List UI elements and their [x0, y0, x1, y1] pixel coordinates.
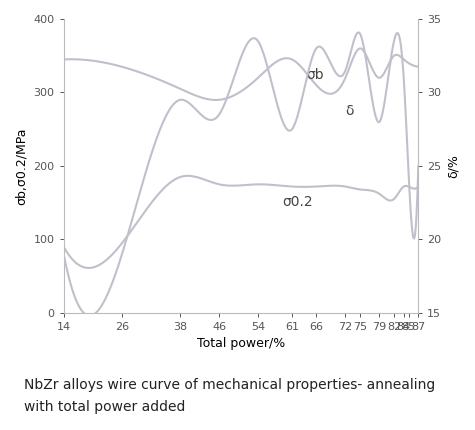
Text: δ: δ: [345, 104, 354, 117]
Text: σb: σb: [306, 68, 324, 82]
X-axis label: Total power/%: Total power/%: [197, 338, 285, 350]
Y-axis label: σb,σ0.2/MPa: σb,σ0.2/MPa: [15, 127, 28, 205]
Y-axis label: δ/%: δ/%: [447, 154, 460, 178]
Text: with total power added: with total power added: [24, 399, 185, 414]
Text: NbZr alloys wire curve of mechanical properties- annealing: NbZr alloys wire curve of mechanical pro…: [24, 378, 435, 392]
Text: σ0.2: σ0.2: [282, 195, 313, 209]
